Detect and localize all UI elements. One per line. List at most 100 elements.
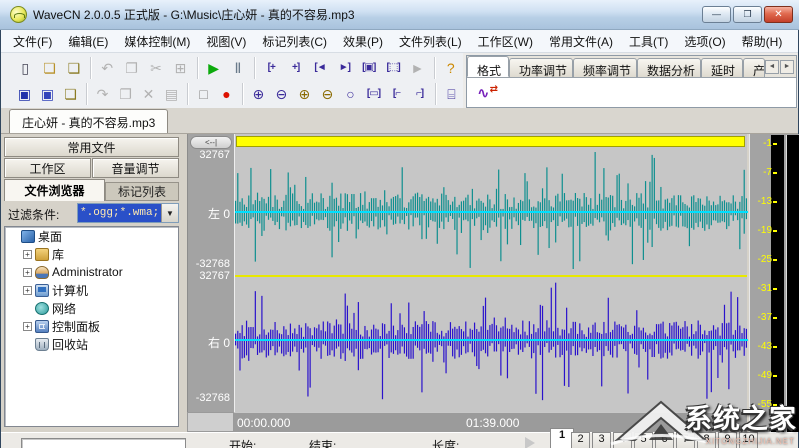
fx-tab-4[interactable]: 数据分析 [637,58,701,77]
fx-tab-1[interactable]: 格式 [467,56,509,77]
volume-adjust-button[interactable]: 音量调节 [92,158,179,178]
undo-icon: ↶ [101,60,114,76]
tree-item-label: 桌面 [38,229,63,244]
menu-item-6[interactable]: 效果(P) [343,34,383,49]
amplitude-gutter: <--| 32767 左 0 -32768 32767 右 0 -32768 [187,134,234,412]
page-button-9[interactable]: 9 [718,432,737,448]
expand-icon[interactable]: + [23,321,32,331]
page-button-4[interactable]: 4 [613,432,632,448]
fx-scroll-left-button[interactable]: ◄ [765,59,779,74]
menu-item-9[interactable]: 常用文件(A) [549,34,613,49]
meter-tick: -19 [750,225,777,236]
tab-marker-list[interactable]: 标记列表 [105,182,179,201]
save-icon[interactable]: ▣ [17,86,32,102]
tree-item-6[interactable]: + 控制面板 [5,317,178,335]
menu-item-2[interactable]: 编辑(E) [68,34,109,49]
select-view-icon[interactable]: [▣] [362,62,376,73]
file-browser-tree: 桌面 + 库 + Administrator + 计算机 网络 + 控制面板 回收站 [4,226,179,427]
save-as-icon[interactable]: ▣ [40,86,55,102]
new-file-icon[interactable]: ▯ [21,60,30,76]
expand-icon[interactable]: + [23,267,32,277]
tree-item-7[interactable]: 回收站 [5,335,178,353]
right-min-label: -32768 [195,392,230,404]
zoom-out-vertical-icon[interactable]: ⊖ [321,86,334,102]
document-tab[interactable]: 庄心妍 - 真的不容易.mp3 [9,109,169,133]
minimize-button[interactable]: — [702,6,731,23]
menu-item-8[interactable]: 工作区(W) [477,34,533,49]
filter-combo[interactable]: *.ogg;*.wma; ▼ [77,203,179,223]
meter-tick: -7 [750,167,777,178]
expand-icon[interactable]: + [23,249,32,259]
menu-item-7[interactable]: 文件列表(L) [399,34,462,49]
zoom-out-icon[interactable]: ⊖ [275,86,288,102]
record-icon[interactable]: ● [222,86,231,102]
tab-file-browser[interactable]: 文件浏览器 [4,179,105,201]
resample-format-icon[interactable]: ∿⇄ [477,83,498,102]
play-icon[interactable]: ▶ [208,60,219,76]
time-ruler[interactable]: 00:00.000 01:39.000 [234,412,747,432]
zoom-to-selection-icon[interactable]: [▭] [366,88,381,99]
select-right-icon[interactable]: ⌐] [415,88,424,99]
page-button-3[interactable]: 3 [592,432,611,448]
time-mid: 01:39.000 [466,416,520,430]
meter-tick: -13 [750,196,777,207]
open-file-icon[interactable]: ❏ [43,60,56,76]
close-button[interactable]: ✕ [764,6,793,23]
zoom-in-icon[interactable]: ⊕ [252,86,265,102]
scroll-left-button[interactable]: <--| [190,136,232,149]
page-button-8[interactable]: 8 [697,432,716,448]
menu-item-11[interactable]: 选项(O) [684,34,726,49]
save-all-icon[interactable]: ❏ [64,86,77,102]
help-icon[interactable]: ? [446,60,455,76]
waveform-display[interactable] [234,134,748,412]
menu-item-10[interactable]: 工具(T) [629,34,669,49]
fx-tab-5[interactable]: 延时 [701,58,743,77]
select-all-icon[interactable]: [⬚] [386,62,401,73]
workspace-button[interactable]: 工作区 [4,158,91,178]
expand-icon[interactable]: + [23,285,32,295]
menu-item-5[interactable]: 标记列表(C) [262,34,327,49]
select-to-start-icon[interactable]: [+ [267,62,276,73]
fx-tab-2[interactable]: 功率调节 [509,58,573,77]
zoom-in-vertical-icon[interactable]: ⊕ [298,86,311,102]
page-button-10[interactable]: 10 [739,432,758,448]
menu-item-3[interactable]: 媒体控制(M) [124,34,191,49]
menu-item-1[interactable]: 文件(F) [13,34,53,49]
right-channel-wave[interactable] [235,278,748,408]
menu-item-12[interactable]: 帮助(H) [741,34,783,49]
cursor-to-start-icon[interactable]: [◄ [314,62,326,73]
chevron-down-icon[interactable]: ▼ [161,204,178,222]
open-session-icon[interactable]: ❏ [67,60,81,76]
page-button-7[interactable]: 7 [676,432,695,448]
document-tab-bar: 庄心妍 - 真的不容易.mp3 [1,108,798,134]
select-to-end-icon[interactable]: +] [292,62,300,73]
paste-mix-icon: ⊞ [174,60,187,76]
page-button-5[interactable]: 5 [634,432,653,448]
tree-item-1[interactable]: 桌面 [5,227,178,245]
fx-tab-3[interactable]: 频率调节 [573,58,637,77]
zoom-selection-icon[interactable]: ○ [346,86,355,102]
stop-icon[interactable]: □ [199,86,208,102]
tree-item-4[interactable]: + 计算机 [5,281,178,299]
common-files-button[interactable]: 常用文件 [4,137,179,157]
page-button-6[interactable]: 6 [655,432,674,448]
select-left-icon[interactable]: [⌐ [392,88,401,99]
restore-button[interactable]: ❒ [733,6,762,23]
settings-icon[interactable]: ⌸ [447,86,456,102]
fx-tab-6[interactable]: 产 [743,58,765,77]
page-button-2[interactable]: 2 [571,432,590,448]
deselect-icon: ► [410,60,425,76]
status-message-box [21,438,186,448]
meter-bar-left [771,135,784,432]
cursor-to-end-icon[interactable]: ►] [338,62,351,73]
left-channel-wave[interactable] [235,149,748,273]
tree-item-3[interactable]: + Administrator [5,263,178,281]
fx-scroll-right-button[interactable]: ► [780,59,794,74]
menu-item-4[interactable]: 视图(V) [206,34,247,49]
pause-icon[interactable]: Ⅱ [234,60,242,76]
tree-item-2[interactable]: + 库 [5,245,178,263]
title-bar[interactable]: WaveCN 2.0.0.5 正式版 - G:\Music\庄心妍 - 真的不容… [0,0,799,30]
tree-item-5[interactable]: 网络 [5,299,178,317]
overview-position-bar[interactable] [236,136,745,147]
